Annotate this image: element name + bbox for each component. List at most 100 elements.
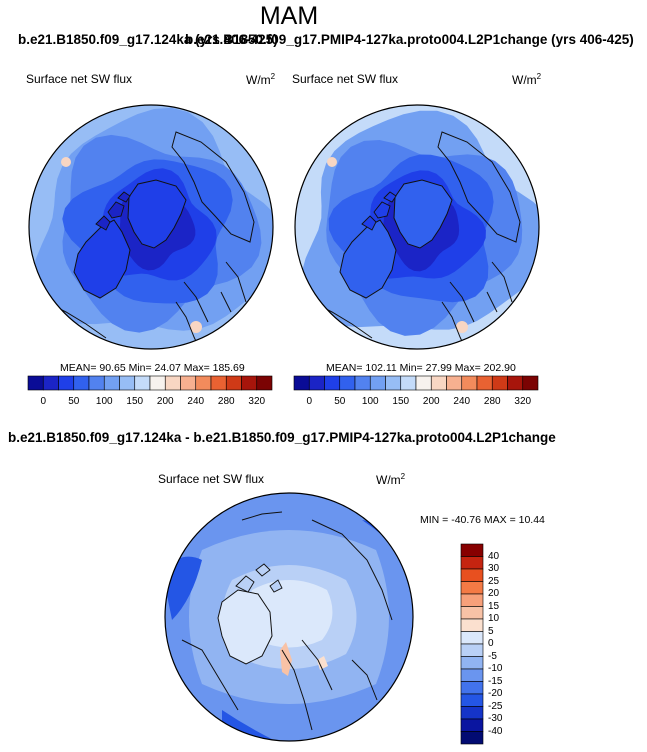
coastline-arctic-islands <box>95 191 131 231</box>
colorbar-swatch <box>164 375 181 391</box>
colorbar-swatch <box>149 375 166 391</box>
colorbar-tick-label: 10 <box>488 613 500 624</box>
colorbar-tick-label: -10 <box>488 663 503 674</box>
colorbar-swatch <box>400 375 417 391</box>
colorbar-tick-label: 100 <box>95 396 113 407</box>
colorbar-tick-label: 30 <box>488 563 500 574</box>
colorbar-tick-label: 240 <box>187 396 205 407</box>
colorbar-swatch <box>210 375 227 391</box>
coastline-scandinavia <box>281 639 333 731</box>
colorbar-tick-label: 200 <box>422 396 440 407</box>
season-title: MAM <box>259 2 319 30</box>
coastline-canada <box>73 219 131 299</box>
colorbar-tick-label: 280 <box>483 396 501 407</box>
difference-units-label: W/m2 <box>376 472 406 487</box>
colorbar-swatch <box>385 375 402 391</box>
colorbar-swatch <box>339 375 356 391</box>
colorbar-swatch <box>460 568 484 582</box>
colorbar-swatch <box>324 375 341 391</box>
case1-colorbar <box>27 375 273 391</box>
field-warm-patch <box>190 321 202 333</box>
field-warm-patch <box>456 321 468 333</box>
difference-polar-map <box>164 492 414 742</box>
case2-variable-label: Surface net SW flux <box>292 72 399 86</box>
case2-polar-map <box>294 104 540 350</box>
diff-positive-patch <box>280 642 292 676</box>
colorbar-tick-label: -30 <box>488 713 503 724</box>
colorbar-tick-label: 0 <box>306 396 313 407</box>
difference-colorbar-ticks: 40 30 25 20 15 10 5 0 -5 -10 -15 -20 -25 -30 -40 <box>488 544 528 744</box>
coastline-eurasia <box>311 519 393 621</box>
case2-colorbar-ticks: 0 50 100 150 200 240 280 320 <box>294 396 538 410</box>
colorbar-swatch <box>42 375 59 391</box>
colorbar-tick-label: 5 <box>488 625 494 637</box>
colorbar-swatch <box>415 375 432 391</box>
coastline-arctic-islands <box>235 563 283 593</box>
map-boundary <box>164 492 414 742</box>
colorbar-swatch <box>27 375 44 391</box>
colorbar-swatch <box>460 731 484 745</box>
colorbar-swatch <box>308 375 325 391</box>
case2-units-label: W/m2 <box>512 72 542 87</box>
colorbar-tick-label: 25 <box>488 575 500 587</box>
colorbar-swatch <box>460 618 484 632</box>
colorbar-tick-label: -40 <box>488 725 503 737</box>
difference-minmax: MIN = -40.76 MAX = 10.44 <box>420 514 545 526</box>
case1-polar-map <box>28 104 274 350</box>
field-warm-patch <box>61 157 71 167</box>
field-warm-patch <box>327 157 337 167</box>
colorbar-swatch <box>460 706 484 720</box>
colorbar-tick-label: 40 <box>488 550 500 562</box>
colorbar-swatch <box>195 375 212 391</box>
colorbar-tick-label: 20 <box>488 588 500 599</box>
colorbar-swatch <box>58 375 75 391</box>
colorbar-swatch <box>88 375 105 391</box>
colorbar-swatch <box>460 593 484 607</box>
colorbar-tick-label: -5 <box>488 650 497 662</box>
colorbar-tick-label: 0 <box>488 638 494 649</box>
colorbar-swatch <box>460 718 484 732</box>
coastline-greenland <box>393 179 453 249</box>
colorbar-tick-label: 150 <box>392 396 410 407</box>
colorbar-tick-label: 280 <box>217 396 235 407</box>
map-boundary <box>294 104 540 350</box>
colorbar-swatch <box>460 693 484 707</box>
difference-title: b.e21.B1850.f09_g17.124ka - b.e21.B1850.… <box>8 430 556 445</box>
coastline-arctic-islands <box>361 191 397 231</box>
colorbar-swatch <box>460 556 484 570</box>
colorbar-swatch <box>461 375 478 391</box>
diff-positive-patch-2 <box>317 656 328 670</box>
colorbar-swatch <box>119 375 136 391</box>
colorbar-swatch <box>73 375 90 391</box>
colorbar-swatch <box>134 375 151 391</box>
colorbar-swatch <box>369 375 386 391</box>
colorbar-swatch <box>460 681 484 695</box>
colorbar-swatch <box>460 581 484 595</box>
colorbar-tick-label: 15 <box>488 600 500 612</box>
colorbar-tick-label: 100 <box>361 396 379 407</box>
colorbar-swatch <box>476 375 493 391</box>
colorbar-swatch <box>446 375 463 391</box>
difference-variable-label: Surface net SW flux <box>158 472 265 486</box>
coastline-siberia <box>486 261 513 313</box>
colorbar-tick-label: 150 <box>126 396 144 407</box>
colorbar-tick-label: 320 <box>514 396 532 407</box>
case1-units-label: W/m2 <box>246 72 276 87</box>
colorbar-tick-label: 200 <box>156 396 174 407</box>
colorbar-swatch <box>460 631 484 645</box>
coastline-greenland <box>127 179 187 249</box>
colorbar-swatch <box>293 375 310 391</box>
colorbar-swatch <box>430 375 447 391</box>
colorbar-swatch <box>491 375 508 391</box>
difference-colorbar <box>460 543 484 745</box>
colorbar-swatch <box>256 375 273 391</box>
case2-run-title: b.e21.B1850.f09_g17.PMIP4-127ka.proto004… <box>185 32 634 47</box>
colorbar-tick-label: 240 <box>453 396 471 407</box>
colorbar-swatch <box>460 606 484 620</box>
case1-stats: MEAN= 90.65 Min= 24.07 Max= 185.69 <box>60 362 245 374</box>
colorbar-swatch <box>460 643 484 657</box>
colorbar-tick-label: 320 <box>248 396 266 407</box>
colorbar-swatch <box>103 375 120 391</box>
case2-colorbar <box>293 375 539 391</box>
colorbar-swatch <box>180 375 197 391</box>
